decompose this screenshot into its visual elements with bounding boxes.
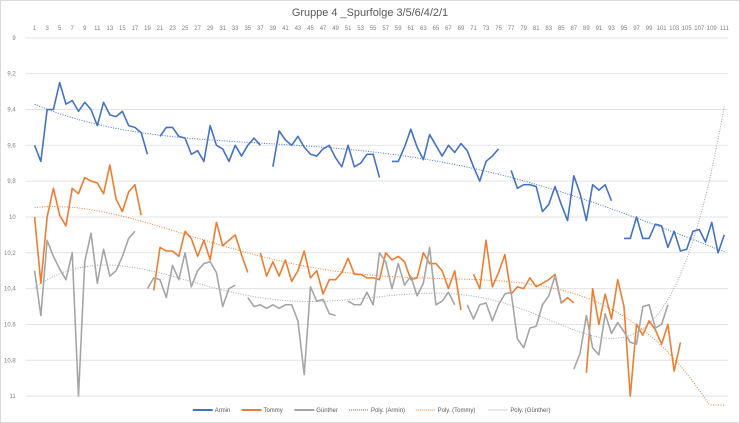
x-tick-label: 45 [307,26,314,32]
x-tick-label: 41 [282,26,289,32]
series-line-gnther [33,230,669,397]
x-tick-label: 39 [270,26,277,32]
x-axis-labels: 1 3 5 7 9 11 13 15 17 19 21 23 25 27 29 31 33 35 37 39 41 43 4… [33,26,730,32]
legend-item-guenther[interactable]: Günther [294,408,338,414]
legend-label-poly-armin: Poly. (Armin) [371,408,405,414]
legend-item-poly-guenther[interactable]: Poly. (Günther) [488,408,550,414]
x-tick-label: 89 [583,26,590,32]
series-lines [33,81,726,397]
x-tick-label: 55 [370,26,377,32]
legend-label-poly-guenther: Poly. (Günther) [510,408,550,414]
x-tick-label: 111 [720,26,730,32]
y-tick-label: 9,8 [7,179,16,185]
x-tick-label: 65 [433,26,440,32]
gridlines [25,37,729,397]
x-tick-label: 107 [694,26,705,32]
x-tick-label: 75 [495,26,502,32]
y-tick-label: 9,4 [7,107,16,113]
trendline-tommy [34,206,725,406]
x-tick-label: 73 [483,26,490,32]
x-tick-label: 31 [219,26,226,32]
x-tick-label: 5 [58,26,62,32]
x-tick-label: 33 [232,26,239,32]
x-tick-label: 63 [420,26,427,32]
x-tick-label: 29 [207,26,214,32]
x-tick-label: 71 [470,26,477,32]
x-tick-label: 27 [194,26,201,32]
x-tick-label: 59 [395,26,402,32]
y-tick-label: 10 [9,215,16,221]
x-tick-label: 79 [520,26,527,32]
x-tick-label: 3 [45,26,49,32]
x-tick-label: 105 [682,26,693,32]
x-tick-label: 81 [533,26,540,32]
legend-item-tommy[interactable]: Tommy [241,408,283,414]
x-tick-label: 103 [669,26,680,32]
x-tick-label: 57 [382,26,389,32]
y-tick-label: 10,8 [4,358,16,364]
x-tick-label: 61 [407,26,414,32]
x-tick-label: 19 [144,26,151,32]
y-tick-label: 9 [12,36,16,42]
legend-label-armin: Armin [215,408,231,414]
x-tick-label: 101 [657,26,668,32]
legend-label-guenther: Günther [316,408,338,414]
x-tick-label: 23 [169,26,176,32]
y-tick-label: 10,6 [4,322,16,328]
x-tick-label: 21 [157,26,164,32]
x-tick-label: 83 [545,26,552,32]
series-line-tommy [33,164,682,397]
x-tick-label: 49 [332,26,339,32]
x-tick-label: 35 [244,26,251,32]
legend-label-poly-tommy: Poly. (Tommy) [438,408,476,414]
x-tick-label: 13 [107,26,114,32]
y-tick-label: 9,6 [7,143,16,149]
x-tick-label: 37 [257,26,264,32]
x-tick-label: 11 [94,26,101,32]
x-tick-label: 109 [707,26,718,32]
x-tick-label: 47 [320,26,327,32]
x-tick-label: 95 [621,26,628,32]
y-tick-label: 10,4 [4,287,16,293]
x-tick-label: 43 [295,26,302,32]
legend-item-poly-tommy[interactable]: Poly. (Tommy) [415,408,476,414]
x-tick-label: 97 [633,26,640,32]
x-tick-label: 99 [646,26,653,32]
y-tick-label: 9,2 [7,72,16,78]
x-tick-label: 1 [33,26,37,32]
y-tick-label: 11 [9,394,16,400]
x-tick-label: 25 [182,26,189,32]
x-tick-label: 67 [445,26,452,32]
x-tick-label: 77 [508,26,515,32]
legend-label-tommy: Tommy [264,408,283,414]
x-tick-label: 17 [132,26,139,32]
trendline-gnther [34,105,725,339]
y-axis-labels: 9 9,2 9,4 9,6 9,8 10 10,2 10,4 10,6 10,8 11 [4,36,16,400]
x-tick-label: 91 [596,26,603,32]
x-tick-label: 15 [119,26,126,32]
x-tick-label: 69 [458,26,465,32]
legend: Armin Tommy Günther Poly. (Armin) Poly. … [192,408,550,414]
x-tick-label: 85 [558,26,565,32]
x-tick-label: 51 [345,26,352,32]
chart-title: Gruppe 4 _Spurfolge 3/5/6/4/2/1 [292,7,448,19]
legend-item-poly-armin[interactable]: Poly. (Armin) [349,408,405,414]
legend-item-armin[interactable]: Armin [192,408,231,414]
series-line-armin [33,81,726,254]
x-tick-label: 7 [71,26,75,32]
trendline-armin [34,103,725,253]
x-tick-label: 9 [83,26,87,32]
x-tick-label: 87 [571,26,578,32]
y-tick-label: 10,2 [4,251,16,257]
x-tick-label: 53 [357,26,364,32]
x-tick-label: 93 [608,26,615,32]
